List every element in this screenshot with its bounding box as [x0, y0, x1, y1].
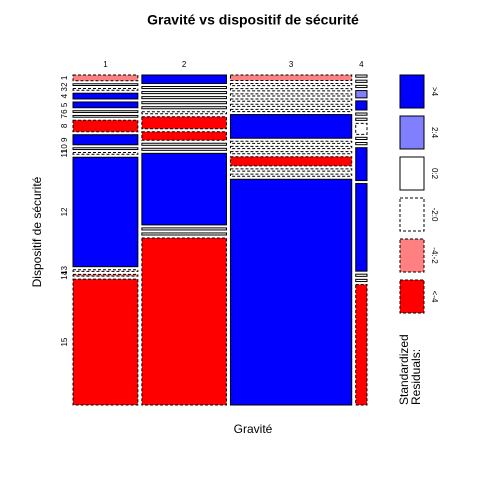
legend-label: -4:-2: [430, 247, 439, 264]
mosaic-cell: [229, 173, 353, 177]
y-tick-label: 12: [60, 207, 69, 216]
mosaic-cell: [229, 98, 353, 102]
mosaic-cell: [355, 136, 368, 141]
y-tick-label: 9: [60, 137, 69, 142]
legend-title: Standardized: [397, 334, 411, 405]
mosaic-cell: [229, 108, 353, 113]
mosaic-cell: [141, 86, 227, 90]
mosaic-cell: [355, 79, 368, 83]
mosaic-cell: [72, 152, 139, 155]
mosaic-cell: [72, 119, 139, 133]
x-axis-label: Gravité: [234, 422, 273, 436]
legend-swatch: [399, 238, 425, 273]
mosaic-cell: [355, 142, 368, 146]
mosaic-cell: [355, 117, 368, 121]
y-tick-label: 10: [60, 144, 69, 153]
legend-label: >4: [430, 87, 439, 97]
mosaic-cell: [141, 74, 227, 85]
mosaic-cell: [141, 96, 227, 100]
x-tick-label: 3: [289, 60, 294, 69]
legend-swatch: [399, 197, 425, 232]
mosaic-cell: [141, 131, 227, 141]
y-tick-label: 7: [60, 114, 69, 119]
y-tick-label: 4: [60, 93, 69, 98]
mosaic-cell: [72, 114, 139, 118]
mosaic-cell: [141, 142, 227, 146]
mosaic-cell: [355, 147, 368, 182]
y-tick-label: 11: [60, 149, 69, 158]
mosaic-cell: [72, 273, 139, 277]
mosaic-cell: [72, 147, 139, 151]
legend-label: 2:4: [430, 127, 439, 139]
mosaic-cell: [229, 156, 353, 167]
x-tick-label: 4: [359, 60, 364, 69]
mosaic-cell: [229, 103, 353, 107]
mosaic-cell: [229, 74, 353, 81]
y-tick-label: 15: [60, 337, 69, 346]
y-tick-label: 14: [60, 270, 69, 279]
legend-title: Residuals:: [409, 349, 423, 405]
legend-label: <-4: [430, 291, 439, 303]
mosaic-cell: [72, 156, 139, 268]
mosaic-cell: [355, 183, 368, 272]
mosaic-cell: [355, 84, 368, 89]
mosaic-cell: [355, 284, 368, 406]
legend-swatch: [399, 156, 425, 191]
mosaic-cell: [229, 168, 353, 172]
mosaic-cell: [229, 82, 353, 87]
legend-swatch: [399, 279, 425, 314]
mosaic-cell: [72, 87, 139, 91]
x-tick-label: 1: [103, 60, 108, 69]
mosaic-cell: [72, 134, 139, 146]
mosaic-cell: [141, 101, 227, 105]
mosaic-cell: [229, 114, 353, 139]
mosaic-cell: [141, 147, 227, 151]
mosaic-cell: [229, 93, 353, 97]
mosaic-cell: [72, 101, 139, 109]
y-tick-label: 5: [60, 102, 69, 107]
mosaic-cell: [141, 232, 227, 236]
mosaic-cell: [141, 116, 227, 130]
x-tick-label: 2: [182, 60, 187, 69]
mosaic-cell: [72, 110, 139, 113]
mosaic-cell: [355, 112, 368, 116]
mosaic-cell: [72, 83, 139, 86]
mosaic-cell: [355, 74, 368, 78]
mosaic-cell: [355, 90, 368, 99]
y-tick-label: 1: [60, 75, 69, 80]
y-axis-label: Dispositif de sécurité: [30, 176, 44, 287]
mosaic-cell: [72, 278, 139, 406]
mosaic-cell: [229, 145, 353, 150]
y-tick-label: 8: [60, 123, 69, 128]
mosaic-cell: [355, 278, 368, 283]
mosaic-cell: [229, 88, 353, 92]
mosaic-cell: [141, 152, 227, 226]
chart-title: Gravité vs dispositif de sécurité: [147, 12, 359, 28]
mosaic-cell: [72, 74, 139, 82]
mosaic-cell: [72, 92, 139, 100]
mosaic-cell: [355, 273, 368, 277]
mosaic-cell: [355, 100, 368, 111]
y-tick-label: 13: [60, 266, 69, 275]
legend-swatch: [399, 74, 425, 109]
mosaic-cell: [355, 122, 368, 135]
mosaic-cell: [72, 269, 139, 272]
mosaic-cell: [229, 151, 353, 155]
legend-label: -2:0: [430, 208, 439, 222]
legend-label: 0:2: [430, 168, 439, 180]
mosaic-cell: [141, 237, 227, 406]
y-tick-label: 3: [60, 87, 69, 92]
mosaic-cell: [141, 91, 227, 95]
legend-swatch: [399, 115, 425, 150]
y-tick-label: 2: [60, 82, 69, 87]
mosaic-cell: [141, 111, 227, 115]
mosaic-cell: [141, 106, 227, 110]
mosaic-cell: [229, 178, 353, 406]
mosaic-cell: [141, 227, 227, 231]
mosaic-cell: [229, 140, 353, 144]
y-tick-label: 6: [60, 109, 69, 114]
